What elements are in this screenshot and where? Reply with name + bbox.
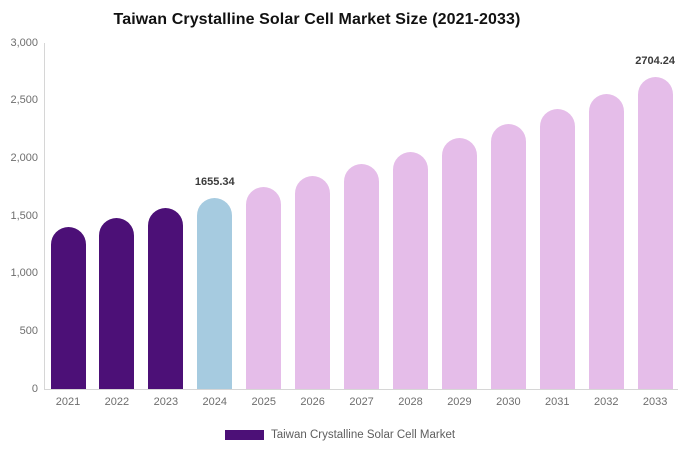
y-tick-label: 1,000: [10, 267, 38, 280]
y-tick-label: 0: [31, 382, 38, 395]
bar-2028[interactable]: [393, 152, 428, 389]
x-tick-label-2028: 2028: [398, 396, 423, 408]
y-axis-line: [44, 43, 45, 389]
y-tick-label: 500: [19, 324, 38, 337]
x-tick-label-2031: 2031: [545, 396, 570, 408]
bar-2025[interactable]: [246, 187, 282, 389]
x-tick-label-2032: 2032: [593, 396, 619, 408]
bar-2031[interactable]: [539, 109, 575, 389]
bar-2032[interactable]: [588, 94, 624, 389]
bar-2033[interactable]: [637, 77, 673, 389]
legend-label: Taiwan Crystalline Solar Cell Market: [270, 429, 456, 441]
x-tick-label-2033: 2033: [642, 396, 668, 408]
x-tick-label-2027: 2027: [349, 396, 374, 408]
x-tick-label-2026: 2026: [300, 396, 325, 408]
data-label-2024: 1655.34: [194, 176, 235, 188]
chart-title: Taiwan Crystalline Solar Cell Market Siz…: [113, 11, 521, 28]
y-tick-label: 2,500: [10, 94, 38, 107]
bar-2029[interactable]: [441, 138, 477, 389]
bar-2022[interactable]: [99, 218, 135, 389]
x-tick-label-2030: 2030: [496, 396, 521, 408]
bar-2023[interactable]: [148, 208, 184, 389]
legend-swatch: [224, 430, 264, 440]
bar-2027[interactable]: [344, 164, 380, 389]
bar-2026[interactable]: [295, 176, 331, 389]
bar-2021[interactable]: [50, 227, 86, 389]
x-tick-label-2022: 2022: [104, 396, 130, 408]
x-tick-label-2023: 2023: [153, 396, 179, 408]
bar-2030[interactable]: [490, 124, 526, 389]
legend[interactable]: Taiwan Crystalline Solar Cell Market: [0, 426, 680, 444]
y-tick-label: 3,000: [10, 36, 38, 49]
data-label-2033: 2704.24: [635, 55, 676, 67]
x-tick-label-2021: 2021: [55, 396, 81, 408]
x-tick-label-2024: 2024: [202, 396, 228, 408]
x-tick-label-2025: 2025: [251, 396, 276, 408]
bar-2024[interactable]: [197, 198, 233, 389]
y-tick-label: 2,000: [10, 151, 38, 164]
y-tick-label: 1,500: [10, 209, 38, 222]
x-axis-line: [44, 389, 678, 390]
x-tick-label-2029: 2029: [447, 396, 472, 408]
